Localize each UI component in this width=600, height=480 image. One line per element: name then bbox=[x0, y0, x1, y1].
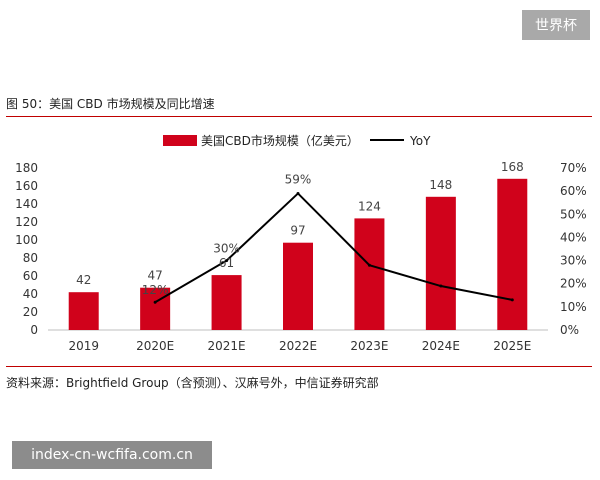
figure-title: 图 50：美国 CBD 市场规模及同比增速 bbox=[6, 97, 215, 111]
yoy-value-label: 59% bbox=[285, 172, 312, 186]
x-tick-label: 2024E bbox=[422, 339, 460, 353]
line-series bbox=[153, 191, 514, 304]
y-left-tick-label: 120 bbox=[15, 215, 38, 229]
y-right-tick-label: 30% bbox=[560, 254, 587, 268]
y-left-tick-label: 160 bbox=[15, 179, 38, 193]
bar-value-label: 42 bbox=[76, 273, 91, 287]
bar-value-label: 61 bbox=[219, 256, 234, 270]
y-right-tick-label: 0% bbox=[560, 323, 579, 337]
y-right-tick-label: 70% bbox=[560, 161, 587, 175]
y-left-tick-label: 0 bbox=[30, 323, 38, 337]
x-tick-label: 2022E bbox=[279, 339, 317, 353]
watermark-bottom: index-cn-wcfifa.com.cn bbox=[12, 441, 212, 469]
y-right-tick-label: 10% bbox=[560, 300, 587, 314]
axes: 0 20 40 60 80 100 120 140 160 180 0% 10% 20% 30% 40% 50… bbox=[15, 161, 587, 353]
x-tick-label: 2023E bbox=[350, 339, 388, 353]
yoy-point-2023E bbox=[367, 263, 371, 267]
bar-2023E bbox=[354, 218, 385, 330]
y-right-tick-label: 50% bbox=[560, 207, 587, 221]
yoy-point-2025E bbox=[510, 298, 514, 302]
yoy-point-2020E bbox=[153, 300, 157, 304]
yoy-value-label: 30% bbox=[213, 242, 240, 256]
legend-bar-label: 美国CBD市场规模（亿美元） bbox=[201, 133, 359, 148]
bar-value-label: 148 bbox=[429, 178, 452, 192]
yoy-line bbox=[154, 192, 513, 304]
bar-value-label: 124 bbox=[358, 199, 381, 213]
yoy-point-2022E bbox=[296, 191, 300, 195]
y-right-tick-label: 60% bbox=[560, 184, 587, 198]
x-tick-label: 2021E bbox=[208, 339, 246, 353]
bar-value-label: 97 bbox=[290, 224, 305, 238]
legend-line-label: YoY bbox=[409, 134, 431, 148]
y-left-tick-label: 180 bbox=[15, 161, 38, 175]
yoy-point-2024E bbox=[439, 284, 443, 288]
source-divider bbox=[6, 366, 592, 367]
bar-2020E bbox=[140, 287, 171, 330]
bar-2019 bbox=[68, 292, 99, 330]
y-right-tick-label: 20% bbox=[560, 277, 587, 291]
bar-value-label: 47 bbox=[148, 269, 163, 283]
y-left-tick-label: 80 bbox=[23, 251, 38, 265]
x-tick-label: 2020E bbox=[136, 339, 174, 353]
bar-2025E bbox=[497, 178, 528, 330]
y-right-tick-label: 40% bbox=[560, 230, 587, 244]
bar-2022E bbox=[283, 242, 313, 330]
y-left-tick-label: 60 bbox=[23, 269, 38, 283]
source-note: 资料来源：Brightfield Group（含预测）、汉麻号外，中信证券研究部 bbox=[6, 376, 379, 390]
bar-series bbox=[68, 178, 528, 330]
bar-2021E bbox=[211, 275, 242, 330]
legend: 美国CBD市场规模（亿美元） YoY bbox=[163, 133, 431, 148]
yoy-value-label: 12% bbox=[142, 283, 169, 297]
bar-value-label: 168 bbox=[501, 160, 524, 174]
title-divider bbox=[6, 116, 592, 117]
x-tick-label: 2019 bbox=[68, 339, 99, 353]
y-left-tick-label: 140 bbox=[15, 197, 38, 211]
x-tick-label: 2025E bbox=[493, 339, 531, 353]
bar-2024E bbox=[425, 196, 456, 330]
y-left-tick-label: 40 bbox=[23, 287, 38, 301]
yoy-point-2021E bbox=[225, 259, 229, 263]
data-labels: 42 47 61 97 124 148 168 12% 30% 59% bbox=[76, 160, 524, 297]
watermark-top: 世界杯 bbox=[522, 10, 590, 40]
y-left-tick-label: 100 bbox=[15, 233, 38, 247]
y-left-tick-label: 20 bbox=[23, 305, 38, 319]
legend-bar-swatch bbox=[163, 135, 197, 146]
